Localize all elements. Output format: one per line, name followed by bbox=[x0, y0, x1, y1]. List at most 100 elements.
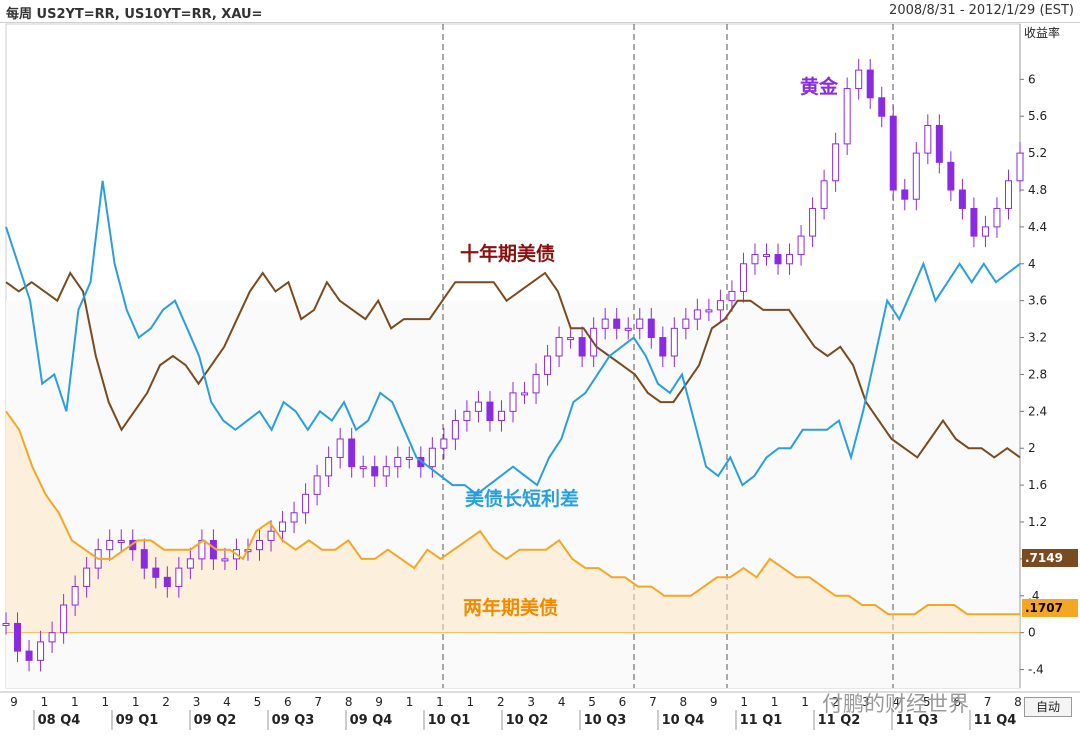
x-tick-label: 5 bbox=[588, 695, 596, 709]
y-tick-label: .4 bbox=[1028, 589, 1039, 603]
gold-candle bbox=[359, 466, 367, 470]
gold-candle bbox=[336, 438, 344, 458]
gold-annotation: 黄金 bbox=[800, 75, 839, 98]
y-tick-label: -.4 bbox=[1028, 663, 1044, 677]
gold-candle bbox=[889, 115, 897, 191]
gold-candle bbox=[774, 254, 782, 265]
gold-candle bbox=[682, 318, 690, 329]
gold-candle bbox=[117, 539, 125, 543]
x-tick-label: 1 bbox=[71, 695, 79, 709]
gold-candle bbox=[256, 539, 263, 551]
y-tick-label: 4 bbox=[1028, 257, 1036, 271]
gold-candle bbox=[693, 309, 701, 320]
gold-candle bbox=[1016, 152, 1024, 182]
x-tick-label: 1 bbox=[771, 695, 779, 709]
quarter-label: 11 Q4 bbox=[974, 713, 1017, 728]
gold-candle bbox=[705, 309, 713, 313]
x-tick-label: 3 bbox=[527, 695, 535, 709]
gold-candle bbox=[394, 456, 402, 468]
gold-candle bbox=[532, 373, 540, 394]
gold-candle bbox=[463, 410, 471, 422]
quarter-label: 10 Q1 bbox=[428, 713, 471, 728]
gold-candle bbox=[313, 475, 321, 495]
y-tick-label: 1.6 bbox=[1028, 478, 1047, 492]
gold-candle bbox=[2, 622, 10, 626]
gold-candle bbox=[809, 207, 817, 237]
gold-candle bbox=[993, 207, 1001, 228]
gold-candle bbox=[843, 88, 851, 145]
gold-candle bbox=[440, 438, 448, 449]
gold-candle bbox=[486, 401, 494, 422]
x-tick-label: 2 bbox=[832, 695, 840, 709]
y-tick-label: 2.8 bbox=[1028, 367, 1047, 381]
gold-candle bbox=[728, 290, 736, 302]
gold-candle bbox=[106, 539, 114, 551]
chart-header: 每周 US2YT=RR, US10YT=RR, XAU= 2008/8/31 -… bbox=[0, 0, 1080, 23]
x-tick-label: 8 bbox=[345, 695, 353, 709]
gold-candle bbox=[567, 337, 575, 341]
y-axis-label: 收益率 bbox=[1024, 26, 1061, 40]
gold-candle bbox=[751, 254, 759, 265]
gold-candle bbox=[474, 401, 482, 412]
x-tick-label: 1 bbox=[406, 695, 414, 709]
watermark: 付鹏的财经世界 bbox=[822, 692, 969, 716]
x-tick-label: 9 bbox=[710, 695, 718, 709]
gold-candle bbox=[912, 152, 920, 200]
gold-candle bbox=[613, 318, 621, 329]
gold-candle bbox=[555, 337, 563, 357]
gold-candle bbox=[578, 337, 586, 357]
two-year-annotation: 两年期美债 bbox=[463, 596, 558, 619]
gold-candle bbox=[497, 410, 505, 422]
x-tick-label: 4 bbox=[558, 695, 566, 709]
security-list: 每周 US2YT=RR, US10YT=RR, XAU= bbox=[6, 7, 263, 22]
x-tick-label: 7 bbox=[649, 695, 657, 709]
two-year-line bbox=[5, 410, 1020, 616]
gold-candle bbox=[624, 327, 632, 331]
gold-candle bbox=[37, 641, 45, 661]
x-tick-label: 3 bbox=[193, 695, 201, 709]
gold-candle bbox=[855, 69, 863, 90]
gold-candle bbox=[348, 438, 356, 468]
gold-candle bbox=[221, 558, 229, 562]
gold-candle bbox=[544, 355, 552, 375]
gold-candle bbox=[25, 650, 33, 661]
gold-candle bbox=[371, 466, 379, 477]
gold-candle bbox=[428, 447, 436, 468]
gold-candle bbox=[786, 254, 794, 265]
auto-scale-button[interactable]: 自动 bbox=[1024, 697, 1072, 717]
gold-candle bbox=[152, 567, 160, 578]
x-tick-label: 5 bbox=[254, 695, 262, 709]
quarter-label: 09 Q1 bbox=[116, 713, 159, 728]
y-tick-label: 5.2 bbox=[1028, 146, 1047, 160]
y-tick-label: 4.8 bbox=[1028, 183, 1047, 197]
gold-candle bbox=[901, 189, 909, 200]
gold-candle bbox=[267, 530, 275, 541]
gold-candle bbox=[1004, 180, 1012, 209]
two-year-last-value-flag: .1707 bbox=[1022, 599, 1078, 617]
x-tick-label: 1 bbox=[436, 695, 444, 709]
x-tick-label: 1 bbox=[132, 695, 140, 709]
y-tick-label: 1.2 bbox=[1028, 515, 1047, 529]
quarter-label: 09 Q2 bbox=[194, 713, 237, 728]
y-tick-label: 5.6 bbox=[1028, 109, 1047, 123]
x-tick-label: 1 bbox=[101, 695, 109, 709]
gold-candle bbox=[48, 632, 56, 643]
gold-candle bbox=[279, 521, 287, 532]
ten-year-last-value-flag: .7149 bbox=[1022, 549, 1078, 567]
ten-year-line bbox=[5, 271, 1021, 459]
gold-candle bbox=[382, 466, 390, 477]
x-tick-label: 1 bbox=[467, 695, 475, 709]
x-tick-label: 6 bbox=[284, 695, 292, 709]
x-tick-label: 9 bbox=[10, 695, 18, 709]
x-tick-label: 2 bbox=[497, 695, 505, 709]
y-tick-label: 3.2 bbox=[1028, 331, 1047, 345]
y-tick-label: 4.4 bbox=[1028, 220, 1047, 234]
gold-candle bbox=[325, 456, 333, 477]
gold-candle bbox=[14, 622, 22, 652]
gold-candle bbox=[302, 493, 310, 514]
gold-candle bbox=[601, 318, 609, 329]
gold-candle bbox=[521, 392, 529, 396]
gold-candle bbox=[290, 512, 298, 523]
x-tick-label: 6 bbox=[619, 695, 627, 709]
